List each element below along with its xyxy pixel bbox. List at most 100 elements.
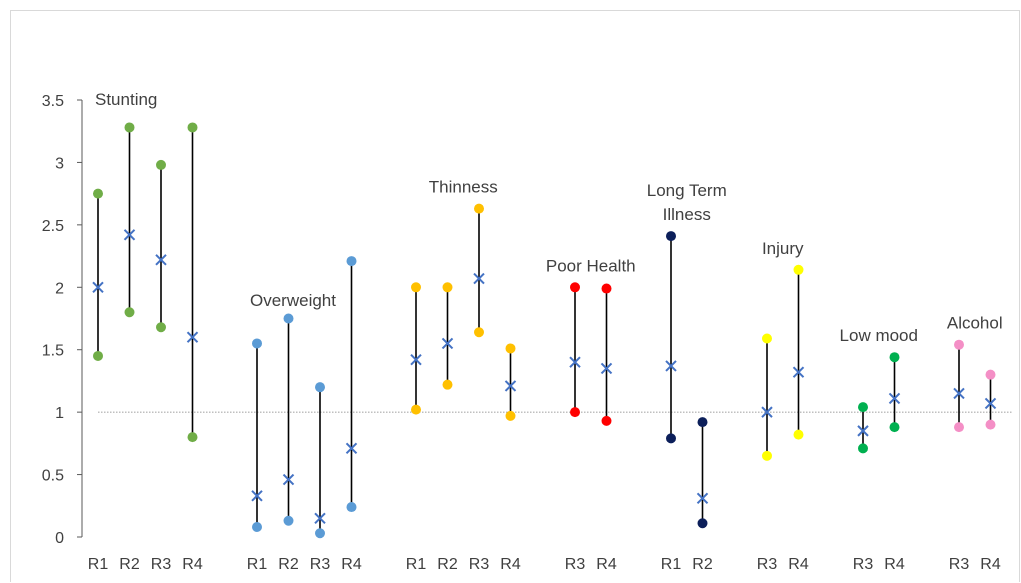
range-high-dot (985, 369, 996, 380)
estimate-cross (696, 492, 709, 505)
estimate-cross (888, 392, 901, 405)
range-high-dot (156, 159, 166, 170)
y-tick-label: 1.5 (42, 343, 64, 360)
x-tick-label: R4 (182, 556, 203, 573)
range-low-dot (762, 450, 772, 461)
range-high-dot (124, 122, 135, 133)
range-low-dot (505, 410, 516, 421)
range-low-dot (346, 502, 357, 513)
x-tick-label: R3 (949, 556, 970, 573)
range-low-dot (474, 327, 484, 338)
estimate-cross (441, 337, 454, 350)
x-tick-label: R1 (406, 556, 427, 573)
range-low-dot (985, 419, 996, 430)
range-low-dot (954, 422, 964, 433)
range-high-dot (601, 283, 612, 294)
estimate-cross (792, 366, 805, 378)
estimate-cross (282, 473, 295, 486)
range-high-dot (505, 343, 516, 354)
range-high-dot (666, 231, 676, 242)
range-low-dot (252, 522, 262, 533)
estimate-cross (314, 512, 326, 524)
range-high-dot (474, 203, 484, 214)
range-low-dot (666, 433, 676, 444)
estimate-cross (186, 331, 199, 343)
chart-frame (10, 10, 1020, 582)
x-tick-label: R1 (661, 556, 682, 573)
estimate-cross (984, 397, 997, 410)
x-tick-label: R4 (788, 556, 809, 573)
range-high-dot (442, 282, 453, 293)
x-tick-label: R4 (500, 556, 521, 573)
group-label: Stunting (95, 90, 157, 109)
range-low-dot (187, 432, 198, 443)
x-tick-label: R3 (757, 556, 778, 573)
range-high-dot (346, 256, 357, 267)
range-low-dot (889, 422, 900, 433)
x-tick-label: R2 (437, 556, 458, 573)
estimate-cross (665, 360, 677, 372)
y-tick-label: 0.5 (42, 468, 64, 485)
estimate-cross (473, 272, 485, 285)
y-tick-label: 2.5 (42, 218, 64, 235)
range-high-dot (411, 282, 421, 293)
range-low-dot (93, 350, 103, 361)
range-low-dot (601, 415, 612, 426)
estimate-cross (953, 387, 965, 400)
estimate-cross (410, 353, 422, 366)
y-axis: 0 0.5 1 1.5 2 2.5 3 3.5 (42, 93, 83, 547)
range-high-dot (187, 122, 198, 133)
range-low-dot (315, 528, 325, 539)
estimate-cross (600, 362, 613, 375)
x-tick-label: R1 (247, 556, 268, 573)
group-label: Overweight (250, 291, 336, 310)
range-low-dot (124, 307, 135, 318)
estimate-cross (123, 229, 136, 241)
range-low-dot (793, 429, 804, 440)
range-high-dot (93, 188, 103, 199)
group-label: Injury (762, 239, 804, 258)
x-axis-labels: R1 R2 R3 R4 R1 R2 R3 R4 R1 R2 R3 R4 R3 R4 R1 R2 R3 R4 R3 R4… (88, 556, 1001, 573)
range-high-dot (252, 338, 262, 349)
y-tick-label: 1 (55, 405, 64, 422)
range-low-dot (697, 518, 708, 529)
range-low-dot (858, 443, 868, 454)
x-tick-label: R3 (853, 556, 874, 573)
group-label: Alcohol (947, 314, 1003, 333)
group-label: Poor Health (546, 256, 636, 275)
group-label: Long Term Illness (647, 181, 727, 224)
range-high-dot (889, 352, 900, 363)
x-tick-label: R4 (884, 556, 905, 573)
range-series (92, 122, 997, 539)
range-low-dot (156, 322, 166, 333)
range-high-dot (793, 264, 804, 275)
estimate-cross (857, 425, 869, 437)
x-tick-label: R3 (310, 556, 331, 573)
x-tick-label: R2 (119, 556, 140, 573)
x-tick-label: R2 (692, 556, 713, 573)
estimate-cross (504, 380, 517, 392)
estimate-cross (155, 254, 167, 266)
x-tick-label: R2 (278, 556, 299, 573)
range-high-dot (762, 333, 772, 344)
estimate-cross (251, 490, 263, 502)
range-high-dot (315, 382, 325, 393)
group-label: Thinness (429, 178, 498, 197)
y-tick-label: 3 (55, 155, 64, 172)
estimate-cross (92, 281, 104, 293)
x-tick-label: R3 (565, 556, 586, 573)
x-tick-label: R4 (596, 556, 617, 573)
range-high-dot (570, 282, 580, 293)
range-high-dot (697, 417, 708, 428)
y-tick-label: 3.5 (42, 93, 64, 110)
y-tick-label: 0 (55, 530, 64, 547)
x-tick-label: R3 (469, 556, 490, 573)
estimate-cross (569, 356, 581, 368)
range-high-dot (954, 339, 964, 350)
range-low-dot (411, 404, 421, 415)
group-labels: Stunting Overweight Thinness Poor Health Lon… (95, 90, 1003, 345)
range-high-dot (283, 313, 294, 324)
range-low-dot (442, 379, 453, 390)
group-label: Low mood (840, 326, 918, 345)
